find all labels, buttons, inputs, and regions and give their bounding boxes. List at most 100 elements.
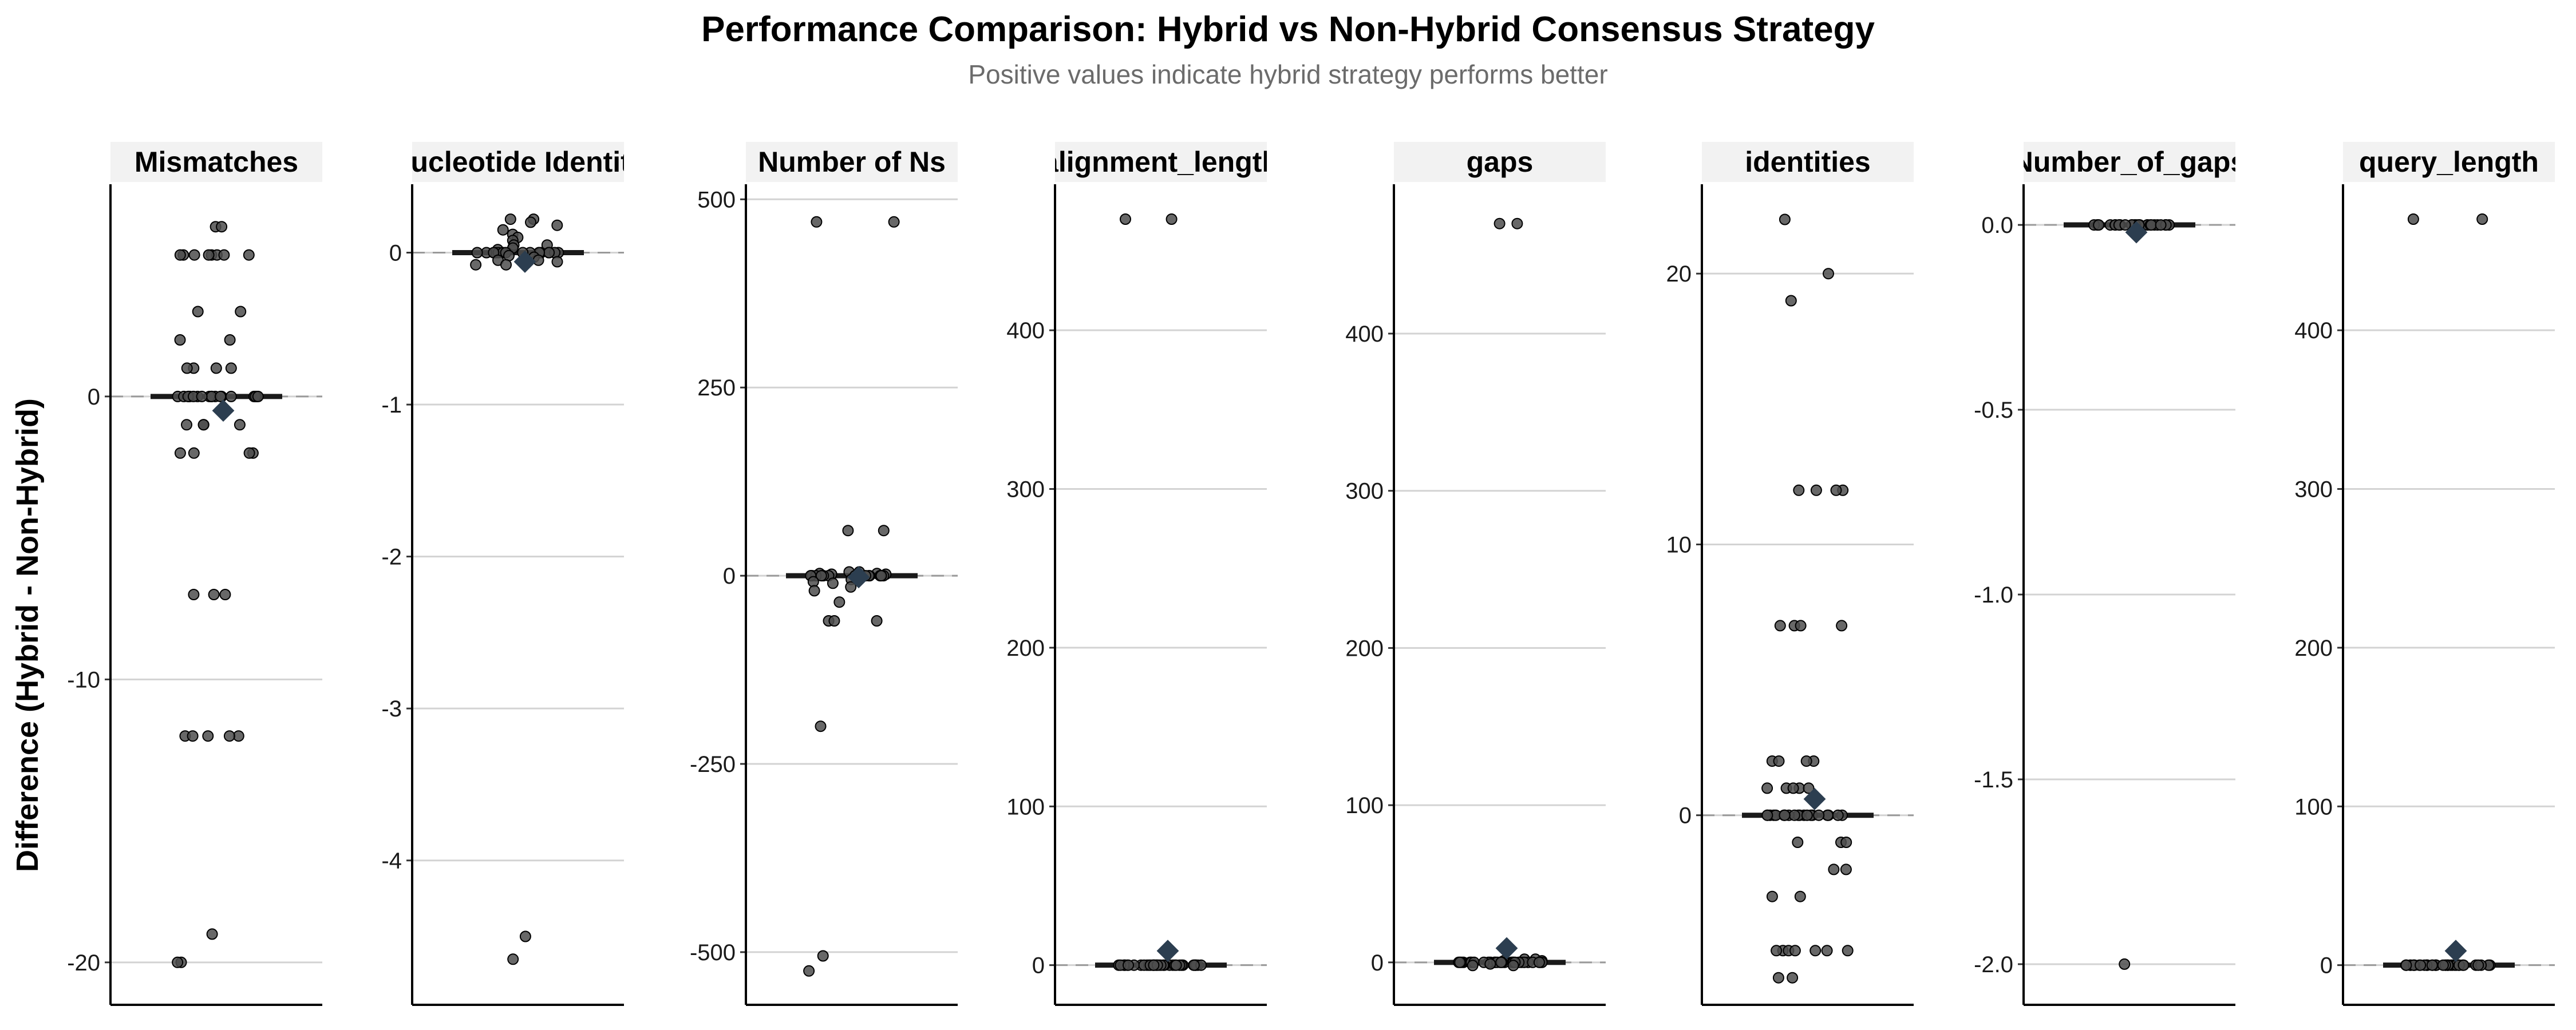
data-point [234,419,246,431]
data-point [497,224,509,236]
y-tick-label: -10 [67,667,100,692]
data-point [1801,809,1813,821]
data-point [842,525,854,537]
y-tick-label: 200 [1345,636,1384,661]
data-point [551,256,563,268]
facet-panel: Number_of_gaps -2.0 -1.5 -1.0 -0.5 0.0 [1974,142,2235,1006]
y-tick-label: -2.0 [1974,952,2013,977]
data-point [871,615,883,627]
facet-strip [110,142,322,182]
mean-marker [2125,221,2148,244]
data-point [811,216,823,228]
data-point [210,362,222,374]
facet-label: alignment_length [1042,146,1279,178]
data-point [500,259,512,271]
data-point [174,249,186,261]
facet-strip [1702,142,1914,182]
mean-marker [1803,787,1826,810]
data-point [181,419,192,431]
data-point [216,221,228,233]
data-point [196,390,208,402]
data-point [1785,295,1797,307]
y-axis-label: Difference (Hybrid - Non-Hybrid) [10,398,45,872]
data-point [888,216,900,228]
facet-label: query_length [2359,146,2539,178]
data-point [2476,213,2488,225]
facet-strip [1055,142,1267,182]
chart-title: Performance Comparison: Hybrid vs Non-Hy… [701,10,1875,49]
data-point [202,730,214,742]
data-point [525,216,536,228]
data-point [1484,958,1496,970]
data-point [188,249,200,261]
data-point [1813,809,1825,821]
mean-marker [2444,940,2467,962]
data-point [192,306,204,318]
data-point [1761,809,1773,821]
mean-marker [513,251,536,273]
data-point [875,570,887,582]
facet-panel: Nucleotide Identity -4 -3 -2 -1 0 [381,142,646,1006]
facet-strip [412,142,624,182]
data-point [507,953,519,965]
data-point [2472,959,2484,971]
data-point [543,247,555,259]
data-point [1511,217,1523,229]
y-tick-label: 200 [2294,636,2333,661]
y-tick-label: 300 [2294,477,2333,502]
data-point [1779,809,1791,821]
data-point [1840,837,1852,848]
y-tick-label: 0 [2320,953,2333,978]
data-point [1800,755,1812,767]
facet-panel: identities 0 10 20 [1666,142,1914,1006]
data-point [2426,959,2438,971]
facet-strip [2343,142,2555,182]
facet-strip [2024,142,2235,182]
facet-panel: Number of Ns -500 -250 0 250 500 [690,142,958,1006]
y-tick-label: 100 [2294,794,2333,819]
data-point [1789,945,1801,957]
data-point [1766,890,1778,902]
data-point [1792,837,1804,848]
data-point [1120,213,1131,225]
data-point [1454,956,1466,968]
data-point [845,581,857,593]
data-point [1188,959,1200,971]
data-point [208,589,220,600]
data-point [1123,959,1134,971]
data-point [1533,956,1545,968]
data-point [1170,959,1182,971]
data-point [1494,217,1506,229]
y-tick-label: 0 [1371,950,1384,976]
data-point [203,249,215,261]
data-point [1787,972,1799,984]
data-point [174,334,186,346]
data-point [225,362,237,374]
mean-marker [1495,937,1518,960]
y-tick-label: -2 [381,545,402,570]
chart-subtitle: Positive values indicate hybrid strategy… [968,60,1607,89]
facet-panel: alignment_length 0 100 200 300 400 [1006,142,1279,1006]
y-tick-label: 0 [389,241,402,266]
data-point [2146,219,2158,231]
y-tick-label: -1.0 [1974,583,2013,608]
data-point [828,615,840,627]
data-point [1828,863,1840,876]
y-tick-label: 250 [697,375,736,401]
data-point [1821,945,1833,957]
y-tick-label: -1.5 [1974,767,2013,793]
data-point [1795,620,1807,632]
data-point [215,390,227,402]
y-tick-label: 0 [88,385,100,410]
data-point [1772,972,1784,984]
data-point [1165,213,1178,225]
data-point [2119,219,2131,231]
data-point [1773,755,1785,767]
data-point [1771,945,1783,957]
y-tick-label: -250 [690,752,736,777]
data-point [2458,959,2470,971]
data-point [243,447,255,459]
facet-label: Nucleotide Identity [390,146,646,178]
y-tick-label: 500 [697,187,736,212]
y-tick-label: 200 [1006,636,1045,661]
